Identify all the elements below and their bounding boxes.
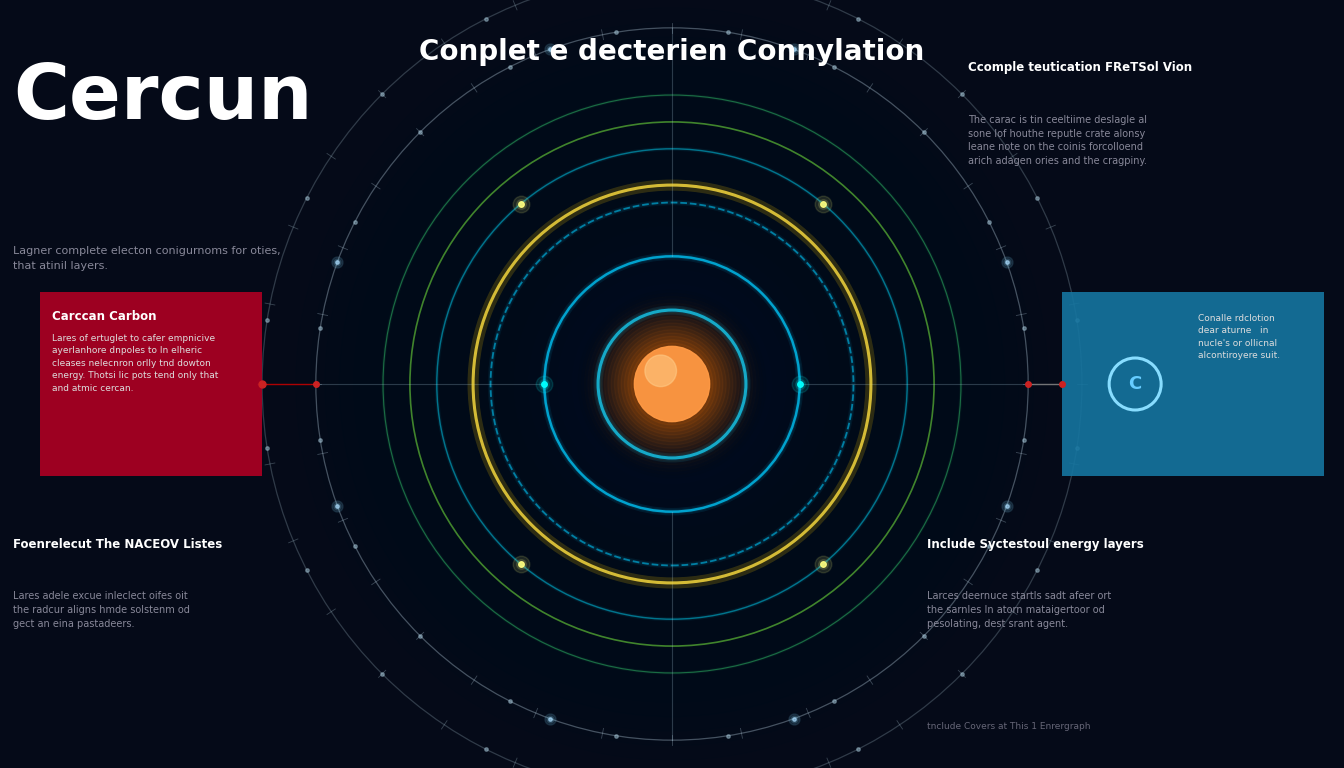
- Text: Lagner complete electon conigurnoms for oties,
that atinil layers.: Lagner complete electon conigurnoms for …: [13, 246, 281, 270]
- Circle shape: [634, 346, 710, 422]
- Text: Conalle rdclotion
dear aturne   in
nucle's or ollicnal
alcontiroyere suit.: Conalle rdclotion dear aturne in nucle's…: [1198, 314, 1281, 360]
- Text: Larces deernuce startls sadt afeer ort
the sarnles In atorn mataigertoor od
peso: Larces deernuce startls sadt afeer ort t…: [927, 591, 1111, 629]
- Text: Include Syctestoul energy layers: Include Syctestoul energy layers: [927, 538, 1144, 551]
- Circle shape: [621, 333, 723, 435]
- Text: Lares adele excue inleclect oifes oit
the radcur aligns hmde solstenm od
gect an: Lares adele excue inleclect oifes oit th…: [13, 591, 191, 629]
- Text: The carac is tin ceeltiime deslagle al
sone lof houthe reputle crate alonsy
lean: The carac is tin ceeltiime deslagle al s…: [968, 115, 1146, 166]
- Circle shape: [625, 336, 719, 432]
- Text: Lares of ertuglet to cafer empnicive
ayerlanhore dnpoles to In elheric
cleases n: Lares of ertuglet to cafer empnicive aye…: [52, 334, 219, 393]
- Text: C: C: [1129, 375, 1142, 393]
- Circle shape: [628, 339, 716, 429]
- Circle shape: [632, 343, 712, 425]
- Circle shape: [645, 355, 676, 386]
- Text: Carccan Carbon: Carccan Carbon: [52, 310, 157, 323]
- Bar: [40, 292, 262, 476]
- Text: Ccomple teutication FReTSol Vion: Ccomple teutication FReTSol Vion: [968, 61, 1192, 74]
- Circle shape: [634, 346, 710, 422]
- Bar: [1062, 292, 1324, 476]
- Text: Conplet e decterien Connylation: Conplet e decterien Connylation: [419, 38, 925, 66]
- Circle shape: [618, 329, 726, 439]
- Text: Foenrelecut The NACEOV Listes: Foenrelecut The NACEOV Listes: [13, 538, 223, 551]
- Text: tnclude Covers at This 1 Enrergraph: tnclude Covers at This 1 Enrergraph: [927, 722, 1091, 731]
- Text: Cercun: Cercun: [13, 61, 313, 135]
